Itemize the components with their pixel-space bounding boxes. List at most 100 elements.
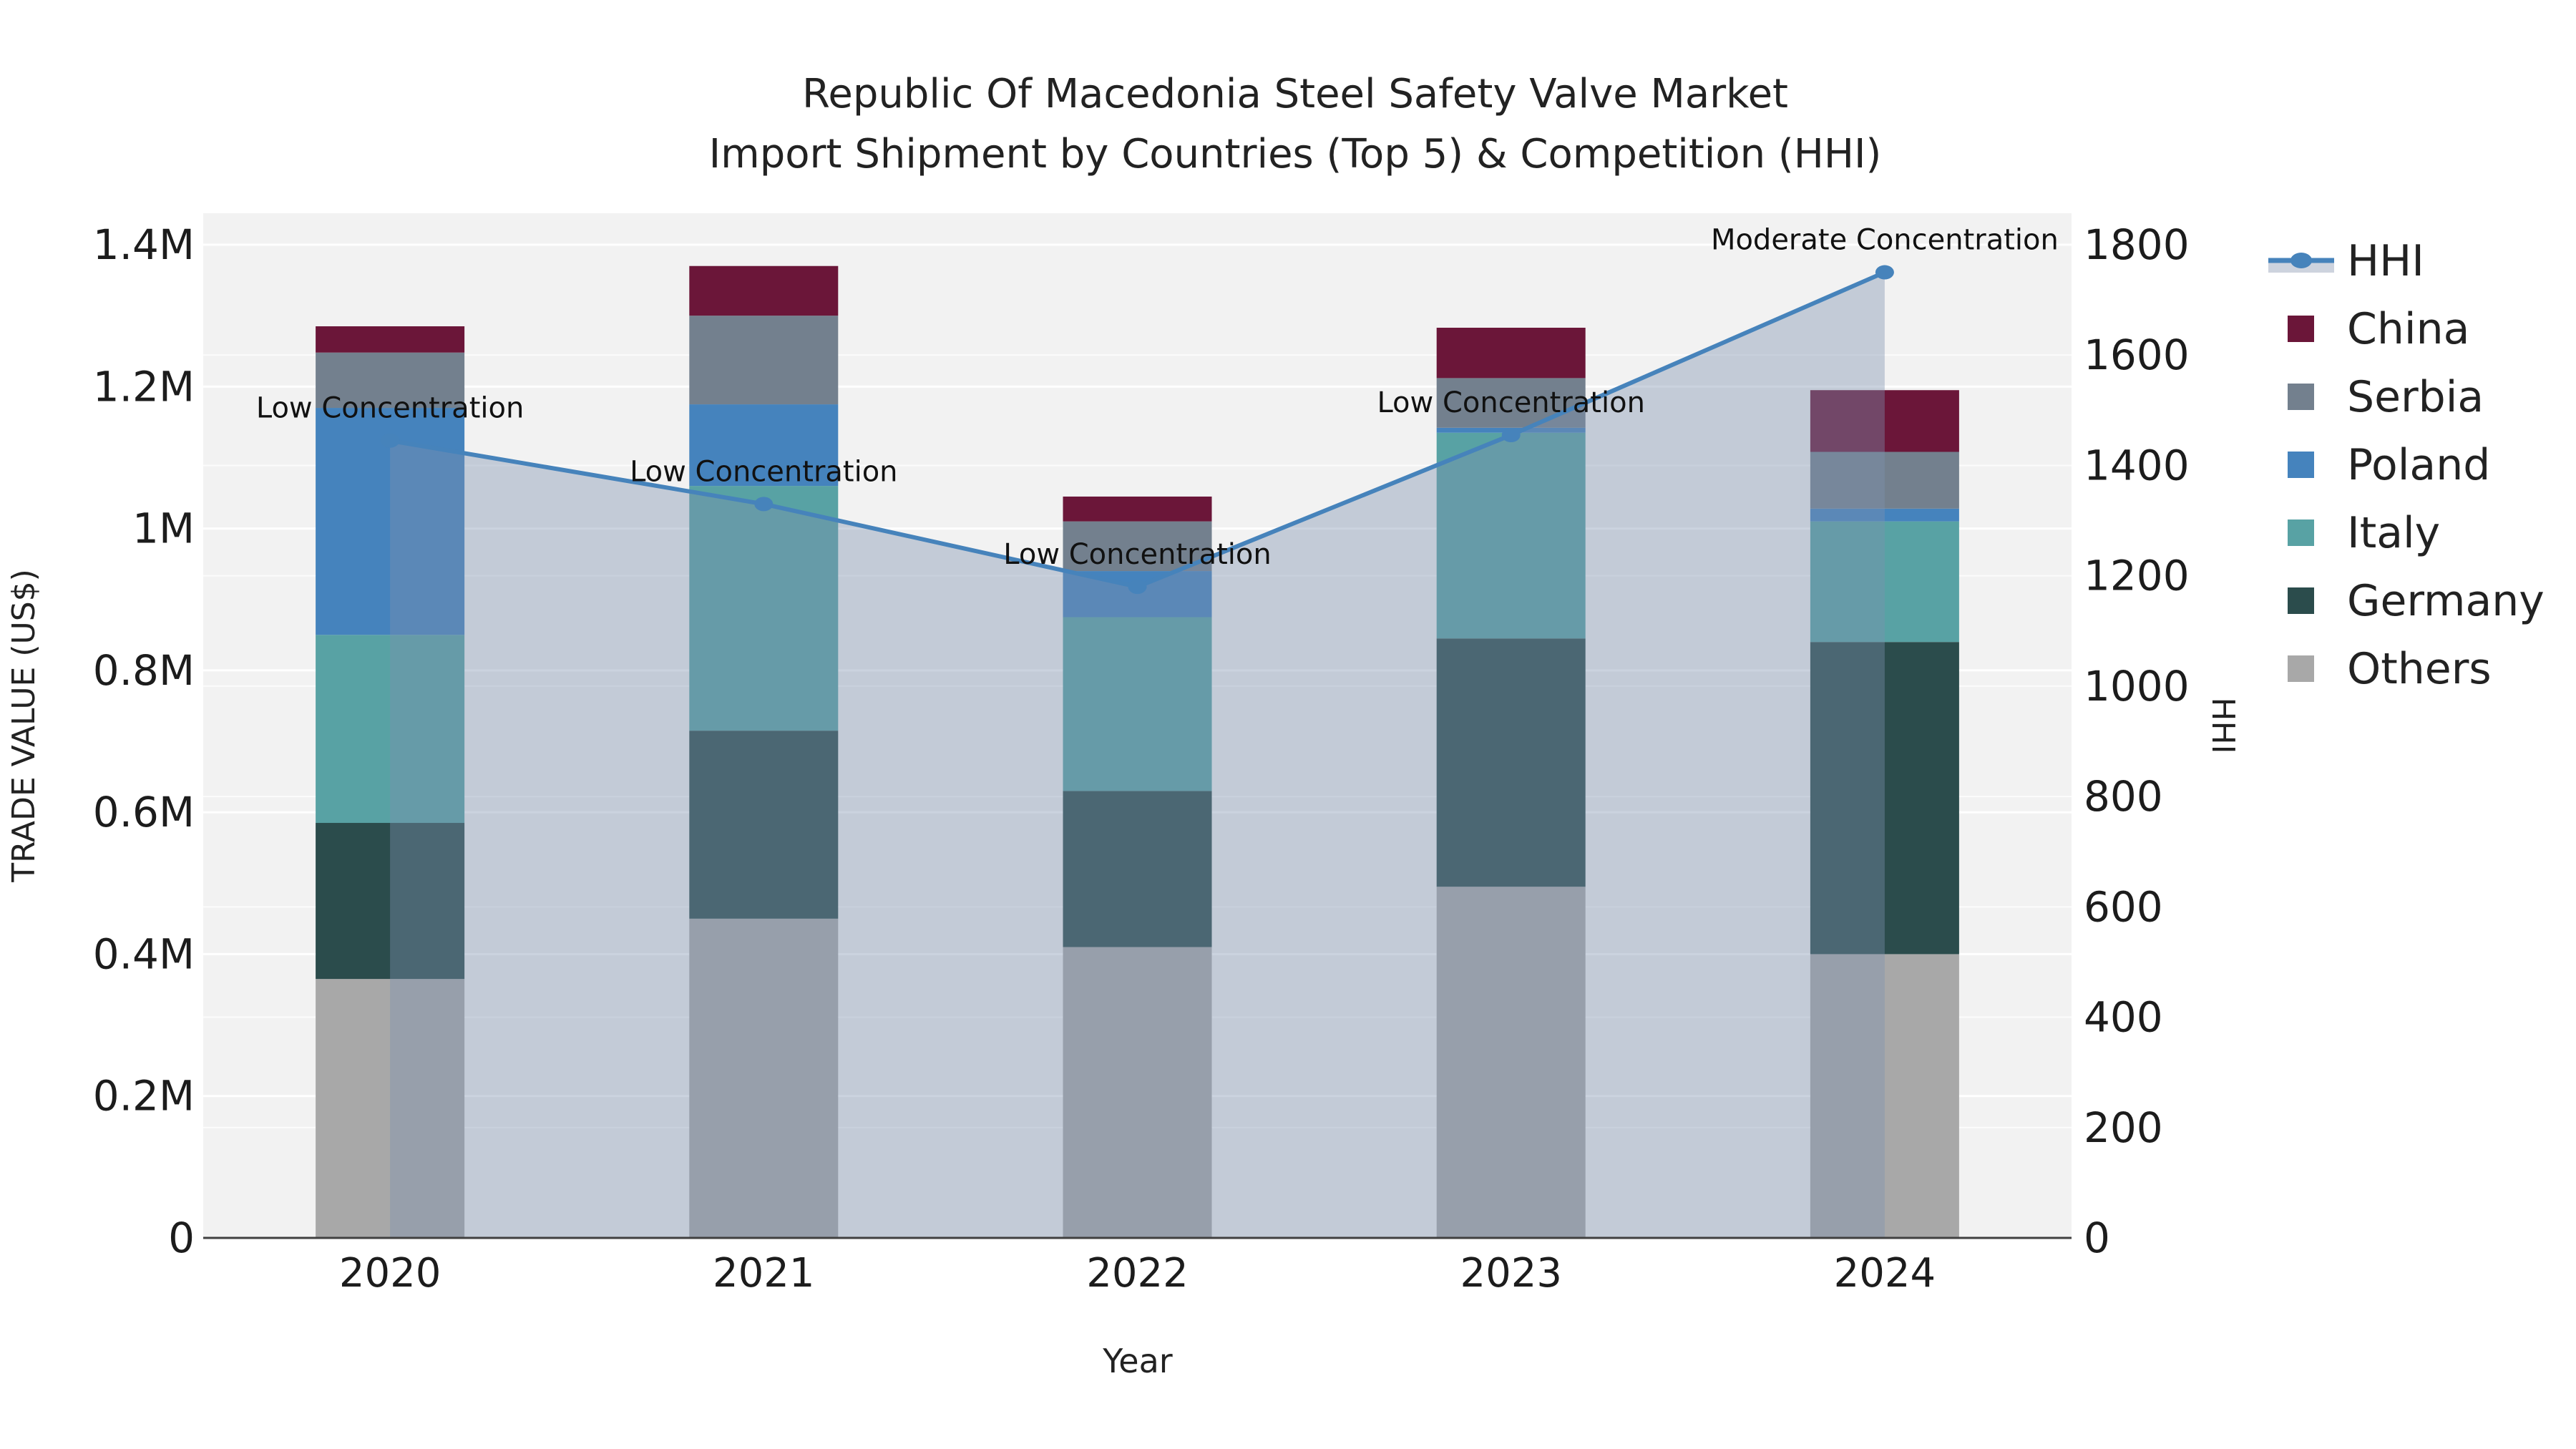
bar-segment-2023-china[interactable] — [1436, 327, 1586, 379]
y-right-tick-0: 0 — [2084, 1214, 2110, 1262]
y-right-tick-1600: 1600 — [2084, 331, 2190, 379]
legend-label-germany: Germany — [2347, 576, 2545, 626]
y-left-tick-1M: 1M — [132, 504, 195, 553]
bar-2022 — [1063, 496, 1212, 1238]
x-tick-2023: 2023 — [1460, 1250, 1562, 1297]
bar-segment-2023-others[interactable] — [1436, 887, 1586, 1238]
bar-segment-2024-serbia[interactable] — [1810, 452, 1959, 509]
legend-item-poland[interactable]: Poland — [2288, 440, 2490, 490]
hhi-area-layer — [390, 272, 1885, 1238]
hhi-point-2024[interactable] — [1875, 265, 1894, 280]
bar-segment-2020-italy[interactable] — [316, 635, 465, 824]
annotation-2024: Moderate Concentration — [1711, 224, 2059, 257]
bar-segment-2022-poland[interactable] — [1063, 571, 1212, 618]
annotation-2023: Low Concentration — [1377, 386, 1644, 419]
legend-label-hhi: HHI — [2347, 236, 2424, 286]
x-tick-2024: 2024 — [1834, 1250, 1936, 1297]
y-left-tick-0.4M: 0.4M — [93, 930, 195, 978]
bar-segment-2022-germany[interactable] — [1063, 791, 1212, 947]
bar-segment-2022-italy[interactable] — [1063, 617, 1212, 791]
chart-title-line2: Import Shipment by Countries (Top 5) & C… — [709, 131, 1882, 177]
legend-hhi-marker-icon — [2290, 253, 2312, 268]
legend-item-others[interactable]: Others — [2288, 644, 2492, 694]
legend-label-italy: Italy — [2347, 508, 2440, 558]
y-left-tick-1.2M: 1.2M — [93, 362, 195, 411]
hhi-point-2022[interactable] — [1128, 580, 1147, 595]
legend-swatch-italy — [2288, 519, 2314, 546]
bar-segment-2022-others[interactable] — [1063, 947, 1212, 1238]
x-tick-2021: 2021 — [713, 1250, 815, 1297]
bar-2021 — [689, 265, 839, 1238]
bars-layer — [316, 265, 1959, 1238]
y-right-tick-1800: 1800 — [2084, 220, 2190, 269]
bar-segment-2020-others[interactable] — [316, 979, 465, 1238]
bar-segment-2023-italy[interactable] — [1436, 432, 1586, 639]
y-left-tick-0.6M: 0.6M — [93, 788, 195, 836]
bar-2024 — [1810, 390, 1959, 1238]
bar-segment-2021-germany[interactable] — [689, 731, 839, 919]
bar-segment-2023-serbia[interactable] — [1436, 378, 1586, 428]
bar-segment-2024-poland[interactable] — [1810, 508, 1959, 522]
chart-title-line1: Republic Of Macedonia Steel Safety Valve… — [802, 71, 1788, 117]
axes-layer: 0 0.2M 0.4M 0.6M 0.8M 1M 1.2M 1.4M 0 200 400 600 800… — [93, 220, 2190, 1297]
legend-item-italy[interactable]: Italy — [2288, 508, 2440, 558]
legend-swatch-others — [2288, 655, 2314, 682]
hhi-point-2021[interactable] — [754, 497, 774, 512]
bar-segment-2024-china[interactable] — [1810, 390, 1959, 452]
y-right-tick-800: 800 — [2084, 772, 2163, 821]
bar-segment-2023-germany[interactable] — [1436, 638, 1586, 887]
y-right-tick-600: 600 — [2084, 882, 2163, 931]
legend-label-others: Others — [2347, 644, 2492, 694]
bar-segment-2021-poland[interactable] — [689, 404, 839, 487]
bar-segment-2021-serbia[interactable] — [689, 316, 839, 405]
bar-segment-2022-china[interactable] — [1063, 496, 1212, 522]
legend-item-hhi[interactable]: HHI — [2268, 236, 2424, 286]
bar-segment-2024-italy[interactable] — [1810, 521, 1959, 643]
y-left-tick-1.4M: 1.4M — [93, 220, 195, 269]
y-right-tick-400: 400 — [2084, 993, 2163, 1042]
legend-label-china: China — [2347, 304, 2469, 354]
legend-item-serbia[interactable]: Serbia — [2288, 372, 2484, 422]
bar-segment-2020-china[interactable] — [316, 326, 465, 353]
legend-swatch-china — [2288, 316, 2314, 342]
y-left-tick-0.8M: 0.8M — [93, 646, 195, 695]
bar-segment-2020-serbia[interactable] — [316, 352, 465, 409]
bar-segment-2020-germany[interactable] — [316, 823, 465, 980]
x-tick-2020: 2020 — [339, 1250, 441, 1297]
y-right-tick-1400: 1400 — [2084, 441, 2190, 489]
bar-2020 — [316, 326, 465, 1238]
annotation-2020: Low Concentration — [256, 392, 524, 425]
bar-segment-2021-italy[interactable] — [689, 486, 839, 731]
legend: HHI China Serbia Poland Italy Germany Others — [2268, 236, 2545, 694]
y-right-axis-title: HHI — [2205, 697, 2241, 753]
legend-label-serbia: Serbia — [2347, 372, 2484, 422]
hhi-area-fill — [390, 272, 1885, 1238]
legend-label-poland: Poland — [2347, 440, 2490, 490]
bar-2023 — [1436, 327, 1586, 1238]
hhi-line-layer — [381, 265, 1894, 595]
bar-segment-2021-china[interactable] — [689, 265, 839, 316]
annotation-2021: Low Concentration — [630, 455, 897, 488]
y-left-axis-title: TRADE VALUE (US$) — [6, 569, 42, 883]
legend-item-germany[interactable]: Germany — [2288, 576, 2545, 626]
y-right-tick-200: 200 — [2084, 1103, 2163, 1152]
legend-item-china[interactable]: China — [2288, 304, 2469, 354]
y-left-tick-0.2M: 0.2M — [93, 1072, 195, 1121]
legend-swatch-germany — [2288, 587, 2314, 614]
annotations-layer: Low Concentration Low Concentration Low Co… — [256, 224, 2059, 572]
hhi-point-2020[interactable] — [381, 433, 400, 448]
hhi-point-2023[interactable] — [1501, 428, 1521, 443]
legend-swatch-serbia — [2288, 384, 2314, 410]
y-right-tick-1000: 1000 — [2084, 662, 2190, 711]
legend-swatch-poland — [2288, 452, 2314, 478]
y-left-tick-0: 0 — [168, 1214, 195, 1262]
bar-segment-2021-others[interactable] — [689, 918, 839, 1238]
bar-segment-2024-germany[interactable] — [1810, 642, 1959, 955]
bar-segment-2022-serbia[interactable] — [1063, 521, 1212, 572]
x-axis-title: Year — [1102, 1342, 1172, 1380]
x-tick-2022: 2022 — [1086, 1250, 1189, 1297]
bar-segment-2024-others[interactable] — [1810, 954, 1959, 1238]
annotation-2022: Low Concentration — [1003, 538, 1271, 571]
